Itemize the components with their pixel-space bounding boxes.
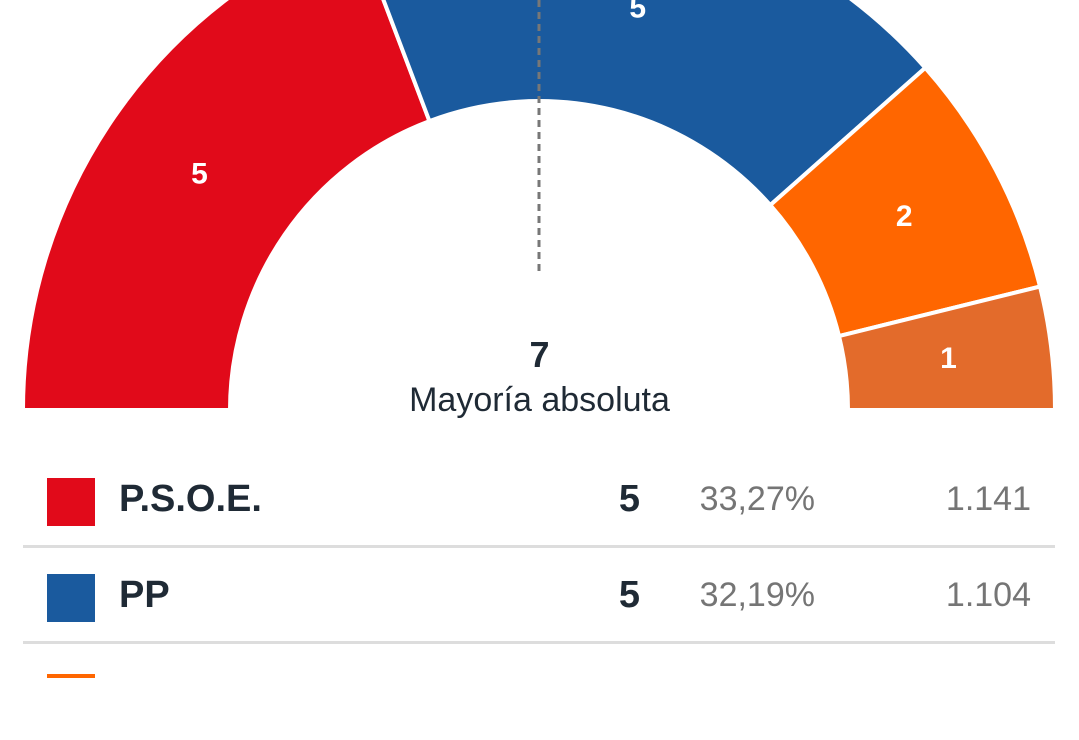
legend-row-psoe[interactable]: P.S.O.E. 5 33,27% 1.141	[23, 452, 1055, 548]
seat-count-label: 5	[629, 0, 646, 24]
party-votes: 1.104	[945, 576, 1031, 614]
party-color-swatch	[47, 574, 95, 622]
party-seats: 5	[618, 574, 640, 616]
seat-segment-3[interactable]	[836, 284, 1058, 412]
seat-segment-1[interactable]	[356, 0, 929, 208]
seat-chart: 5 5 2 1	[20, 0, 1058, 412]
party-color-swatch	[47, 478, 95, 526]
legend-row-pp[interactable]: PP 5 32,19% 1.104	[23, 548, 1055, 644]
majority-label: Mayoría absoluta	[409, 381, 670, 419]
party-percent: 33,27%	[699, 480, 815, 518]
seat-segment-0[interactable]	[20, 0, 433, 412]
legend-row-partial[interactable]	[23, 644, 1055, 740]
party-seats: 5	[618, 478, 640, 520]
seat-count-label: 5	[191, 158, 208, 191]
party-name: P.S.O.E.	[119, 478, 262, 520]
seat-count-label: 1	[940, 342, 957, 375]
party-name: PP	[119, 574, 170, 616]
results-legend: P.S.O.E. 5 33,27% 1.141 PP 5 32,19% 1.10…	[23, 452, 1055, 740]
seat-count-label: 2	[896, 200, 913, 233]
majority-seats: 7	[529, 334, 550, 375]
party-votes: 1.141	[945, 480, 1031, 518]
party-percent: 32,19%	[699, 576, 815, 614]
